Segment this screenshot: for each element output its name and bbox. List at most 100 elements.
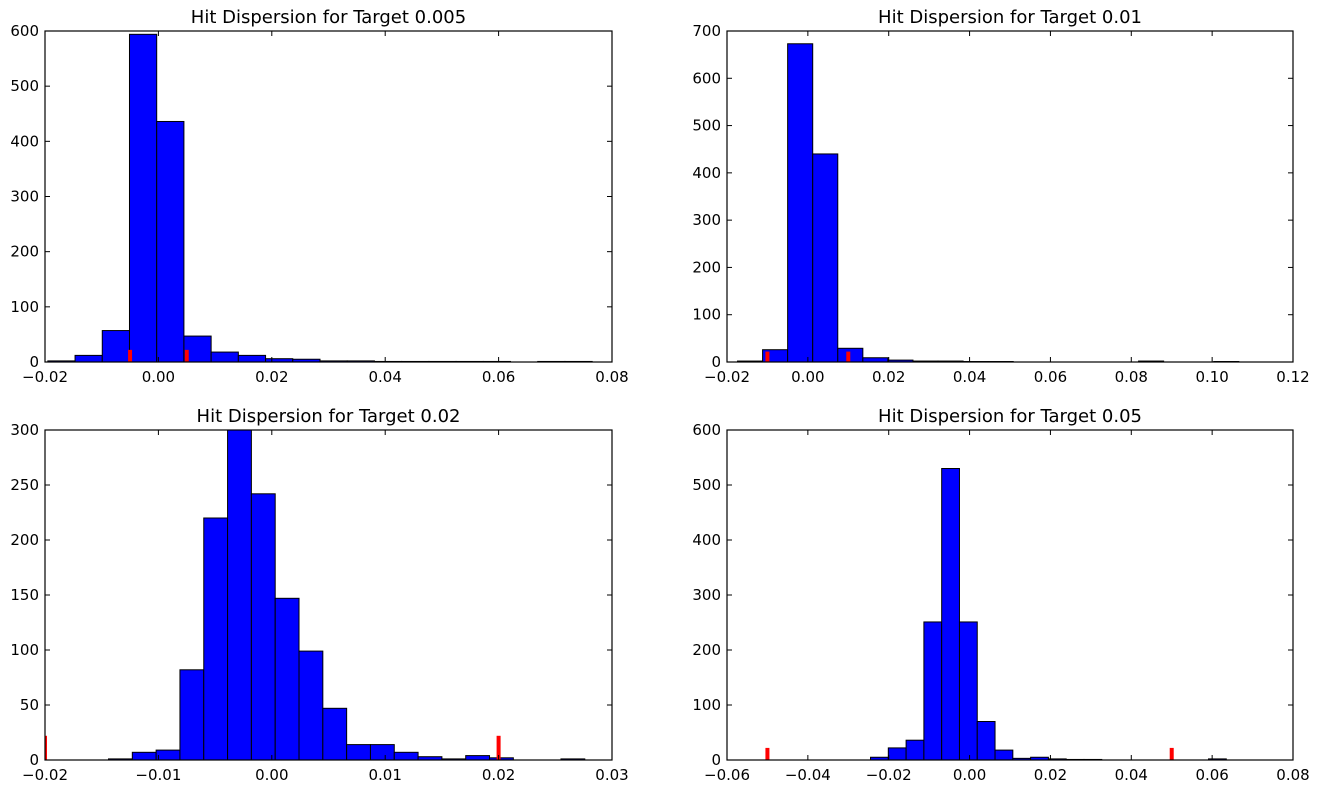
subplot-4: −0.06 −0.04 −0.02 0.00 0.02 0.04 0.06 0.08 0 100 2…: [692, 406, 1309, 784]
y-tick-label: 400: [692, 164, 721, 182]
x-tick-label: 0.10: [1195, 368, 1228, 386]
x-tick-label: −0.02: [866, 766, 912, 784]
y-tick-label: 0: [711, 751, 721, 769]
x-tick-label: 0.12: [1276, 368, 1309, 386]
histogram-bar: [393, 751, 419, 760]
x-tick-label: 0.06: [1195, 766, 1228, 784]
histogram-bar: [131, 751, 157, 760]
histogram-bar: [862, 357, 889, 362]
histogram-bar: [203, 517, 229, 760]
y-tick-label: 600: [692, 69, 721, 87]
y-tick-label: 200: [692, 258, 721, 276]
y-tick-label: 0: [29, 353, 39, 371]
x-tick-label: 0.04: [1115, 766, 1148, 784]
y-tick-label: 200: [10, 531, 39, 549]
x-tick-label: −0.06: [704, 766, 750, 784]
y-tick-label: 50: [20, 696, 39, 714]
histogram-bar: [101, 330, 130, 362]
axes-frame: [726, 429, 1294, 761]
y-tick-label: 0: [711, 353, 721, 371]
x-tick-label: 0.01: [368, 766, 401, 784]
histogram-bars: [47, 33, 593, 362]
histogram-bar: [237, 354, 267, 362]
y-tick-label: 400: [692, 531, 721, 549]
x-tick-label: 0.02: [872, 368, 905, 386]
histogram-bar: [322, 707, 348, 760]
subplot-title: Hit Dispersion for Target 0.02: [197, 406, 461, 427]
histogram-bar: [941, 468, 960, 760]
x-tick-label: 0.08: [595, 368, 628, 386]
histogram-bars: [45, 430, 586, 760]
histogram-bar: [250, 493, 276, 760]
x-tick-label: 0.06: [482, 368, 515, 386]
subplot-1: −0.02 0.00 0.02 0.04 0.06 0.08 0 100 200 300 400 50…: [10, 7, 628, 386]
x-tick-label: 0.04: [953, 368, 986, 386]
histogram-bar: [837, 347, 864, 362]
histogram-bar: [976, 721, 996, 760]
y-tick-label: 100: [10, 641, 39, 659]
x-tick-label: 0.02: [255, 368, 288, 386]
histogram-bar: [465, 755, 491, 760]
y-tick-label: 250: [10, 476, 39, 494]
x-tick-label: 0.08: [1115, 368, 1148, 386]
target-marker: [765, 351, 770, 362]
y-tick-label: 500: [692, 476, 721, 494]
y-tick-label: 600: [10, 22, 39, 40]
x-tick-label: 0.00: [255, 766, 288, 784]
histogram-bar: [417, 756, 443, 760]
target-marker: [846, 351, 851, 362]
target-marker: [184, 349, 189, 362]
y-tick-label: 100: [10, 298, 39, 316]
x-tick-label: −0.02: [22, 766, 68, 784]
y-tick-label: 600: [692, 421, 721, 439]
histogram-bars: [737, 43, 1240, 362]
histogram-bar: [958, 621, 978, 760]
target-marker: [765, 747, 770, 760]
y-tick-label: 0: [29, 751, 39, 769]
y-tick-label: 100: [692, 696, 721, 714]
histogram-bar: [787, 43, 814, 362]
x-tick-label: 0.00: [142, 368, 175, 386]
target-marker: [128, 349, 133, 362]
subplot-2: −0.02 0.00 0.02 0.04 0.06 0.08 0.10 0.12 0 100 200…: [692, 7, 1309, 386]
x-tick-label: 0.08: [1276, 766, 1309, 784]
histogram-bar: [905, 739, 925, 760]
histogram-bar: [128, 33, 158, 362]
histogram-bars: [765, 468, 1227, 760]
y-tick-label: 100: [692, 306, 721, 324]
subplot-3: −0.02 −0.01 0.00 0.01 0.02 0.03 0 50 100 150 200 25…: [10, 406, 628, 784]
histogram-bar: [369, 744, 395, 760]
histogram-bar: [179, 669, 205, 760]
y-tick-label: 200: [10, 243, 39, 261]
y-tick-label: 500: [692, 117, 721, 135]
y-tick-label: 150: [10, 586, 39, 604]
x-tick-label: 0.02: [482, 766, 515, 784]
histogram-bar: [346, 744, 371, 760]
y-tick-label: 300: [10, 188, 39, 206]
x-tick-label: −0.02: [704, 368, 750, 386]
x-tick-label: 0.03: [595, 766, 628, 784]
subplot-title: Hit Dispersion for Target 0.01: [878, 7, 1142, 28]
histogram-bar: [298, 650, 324, 760]
histogram-bar: [812, 153, 839, 362]
y-tick-label: 700: [692, 22, 721, 40]
histogram-bar: [210, 351, 239, 362]
x-tick-label: −0.04: [785, 766, 831, 784]
y-tick-label: 500: [10, 77, 39, 95]
target-marker: [496, 735, 501, 760]
target-marker: [45, 735, 47, 760]
histogram-bar: [923, 621, 943, 760]
y-tick-label: 300: [692, 586, 721, 604]
y-tick-label: 400: [10, 132, 39, 150]
target-marker: [1169, 747, 1174, 760]
x-tick-label: −0.01: [135, 766, 181, 784]
axes-frame: [726, 30, 1294, 363]
histogram-bar: [155, 749, 181, 760]
x-tick-label: 0.00: [791, 368, 824, 386]
x-tick-label: 0.02: [1034, 766, 1067, 784]
histogram-bar: [887, 747, 907, 760]
x-tick-label: 0.00: [953, 766, 986, 784]
y-tick-label: 300: [10, 421, 39, 439]
subplot-title: Hit Dispersion for Target 0.05: [878, 406, 1142, 427]
